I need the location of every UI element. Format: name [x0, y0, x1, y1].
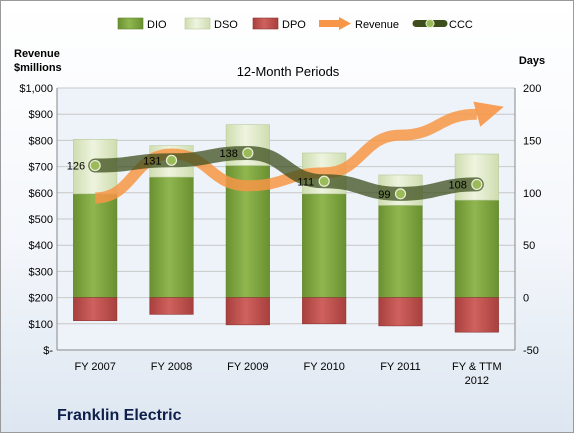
left-tick-label: $300 [29, 266, 53, 278]
right-tick-label: 50 [523, 240, 535, 252]
bar-dpo [73, 297, 118, 321]
category-label: FY 2008 [151, 361, 192, 373]
legend-label: DSO [214, 19, 238, 31]
left-tick-label: $400 [29, 240, 53, 252]
left-tick-label: $800 [29, 135, 53, 147]
left-tick-label: $- [43, 345, 53, 357]
ccc-line [88, 145, 484, 201]
y-left-label-line2: $millions [14, 62, 62, 74]
revenue-arrow-head [473, 101, 504, 127]
legend-swatch-dso [184, 17, 211, 30]
ccc-point [165, 154, 178, 166]
legend-swatch-revenue-head [339, 17, 351, 30]
ccc-point [89, 159, 101, 172]
right-tick-label: 200 [523, 83, 541, 95]
bar-dpo [149, 297, 194, 315]
legend-swatch-ccc-dot [425, 19, 435, 28]
bar-dso [454, 153, 499, 201]
category-label-line: 2012 [465, 375, 489, 387]
legend-label: DIO [147, 19, 167, 31]
left-tick-label: $1,000 [19, 83, 53, 95]
right-tick-label: -50 [523, 345, 539, 357]
legend-label: DPO [282, 19, 306, 31]
bar-dio [73, 193, 118, 298]
category-label: FY 2007 [74, 361, 115, 373]
ccc-data-label: 131 [143, 155, 161, 167]
left-tick-label: $200 [29, 293, 53, 305]
left-tick-label: $500 [29, 214, 53, 226]
category-label-line: FY & TTM [452, 361, 502, 373]
ccc-point [318, 175, 330, 187]
category-label: FY 2011 [380, 361, 421, 373]
y-left-label-line1: Revenue [14, 48, 60, 60]
ccc-data-label: 138 [219, 148, 237, 160]
ccc-point [242, 147, 254, 159]
bar-dpo [378, 297, 423, 327]
bar-dpo [454, 297, 499, 333]
legend-label: CCC [449, 19, 473, 31]
ccc-data-label: 108 [448, 179, 466, 191]
bar-dio [302, 193, 347, 298]
legend-label: Revenue [355, 19, 399, 31]
right-tick-label: 100 [523, 188, 541, 200]
right-tick-label: 0 [523, 293, 529, 305]
ccc-point [471, 178, 483, 191]
left-tick-label: $100 [29, 319, 53, 331]
ccc-data-label: 126 [67, 161, 85, 173]
bar-dpo [302, 297, 347, 325]
category-label: FY 2009 [227, 361, 268, 373]
left-tick-label: $600 [29, 188, 53, 200]
company-name: Franklin Electric [57, 407, 182, 424]
bar-dio [149, 176, 194, 298]
bar-dio [454, 199, 499, 298]
category-label: FY 2010 [303, 361, 344, 373]
ccc-data-label: 111 [297, 176, 314, 188]
left-tick-label: $900 [29, 109, 53, 121]
chart-title: 12-Month Periods [237, 64, 340, 79]
legend-swatch-dio [117, 17, 144, 30]
y-right-label: Days [519, 55, 545, 67]
bar-dpo [225, 297, 270, 326]
ccc-point [394, 188, 407, 200]
bar-dio [378, 205, 423, 298]
ccc-data-label: 99 [378, 189, 390, 201]
category-label: FY & TTM 2012 [452, 361, 502, 387]
legend-swatch-dpo [252, 17, 279, 30]
right-tick-label: 150 [523, 135, 541, 147]
left-tick-label: $700 [29, 162, 53, 174]
